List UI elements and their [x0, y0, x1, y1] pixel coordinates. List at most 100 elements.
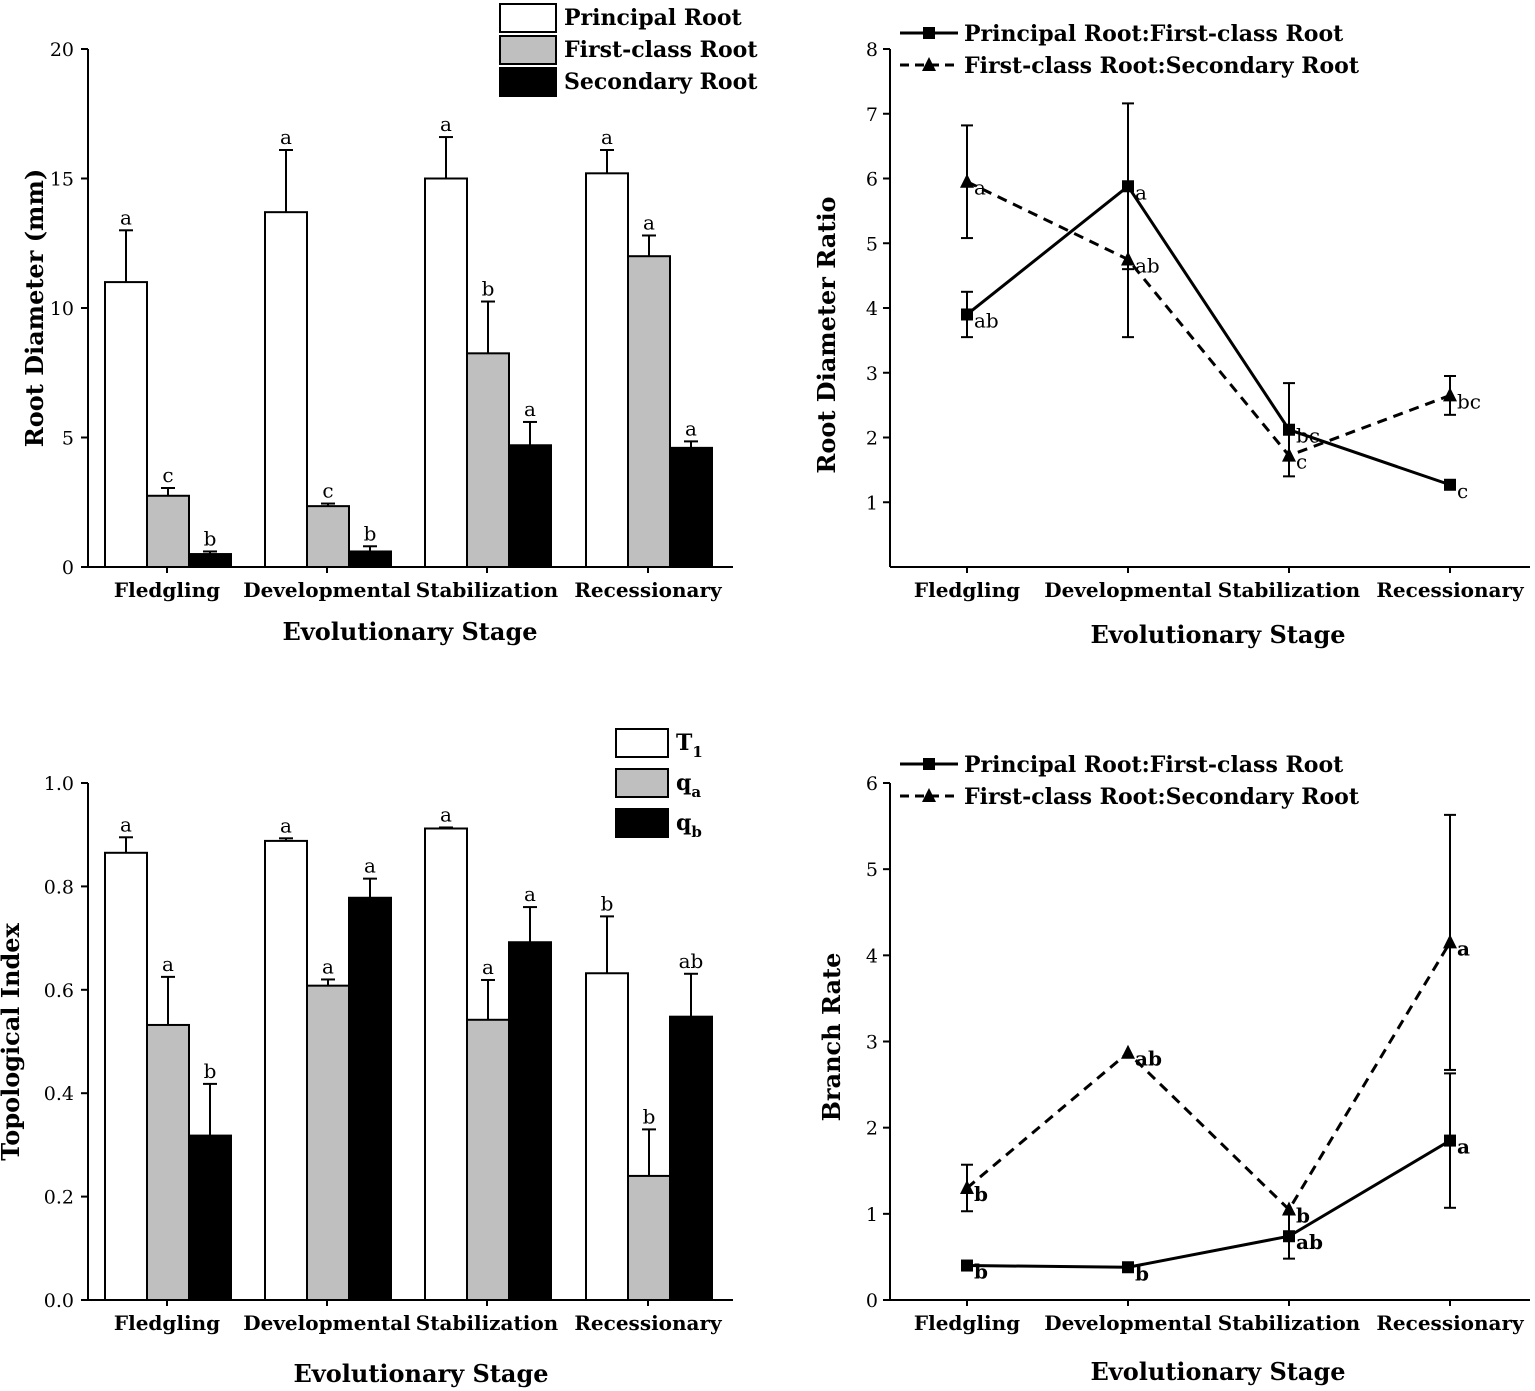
x-tick-label: Fledgling [914, 578, 1020, 602]
y-tick-label: 10 [50, 298, 74, 320]
bars: a a a a c c b a b b a a [104, 112, 713, 569]
bar [585, 172, 629, 568]
square-marker [923, 758, 935, 770]
series-line [966, 941, 1452, 1212]
legend-label: qb [676, 810, 702, 841]
bar [104, 281, 148, 568]
chart-panel-bottom-left: 0.0 0.2 0.4 0.6 0.8 1.0 Fledgling Developmental… [0, 728, 733, 1388]
legend-label-subscript: a [691, 783, 701, 801]
significance-label: a [482, 955, 494, 979]
bar [264, 211, 308, 568]
legend-label: First-class Root [564, 37, 758, 63]
x-category-labels: Fledgling Developmental Stabilization Reces… [114, 1300, 723, 1335]
bar [627, 255, 671, 568]
triangle-marker [1443, 934, 1457, 949]
x-tick-label: Developmental [243, 1311, 411, 1335]
significance-label: ab [1135, 1047, 1162, 1071]
y-tick-label: 3 [866, 363, 878, 385]
legend-label: First-class Root:Secondary Root [964, 53, 1360, 79]
significance-label: a [120, 205, 132, 229]
x-tick-label: Stabilization [1218, 578, 1361, 602]
significance-label: ab [679, 949, 704, 973]
x-tick-label: Fledgling [114, 1311, 220, 1335]
significance-label: b [1296, 1204, 1310, 1228]
y-tick-label: 5 [866, 859, 878, 881]
bar [188, 553, 232, 568]
x-axis-title: Evolutionary Stage [294, 1359, 549, 1388]
significance-label: c [322, 479, 333, 503]
bar [424, 827, 468, 1301]
significance-label: a [643, 210, 655, 234]
square-marker [961, 308, 973, 321]
significance-label: b [974, 1260, 988, 1284]
y-tick-label: 1 [866, 1204, 878, 1226]
y-ticks: 1 2 3 4 5 6 7 8 [866, 39, 890, 514]
legend-label-main: Principal Root [564, 5, 743, 31]
square-marker [1444, 478, 1456, 491]
bar [188, 1134, 232, 1301]
legend-swatch [499, 3, 557, 33]
bar [146, 1023, 190, 1302]
x-category-labels: Fledgling Developmental Stabilization Reces… [914, 567, 1525, 602]
legend: Principal Root:First-class Root First-cla… [900, 21, 1360, 79]
bar [627, 1174, 671, 1302]
legend-label: First-class Root:Secondary Root [964, 784, 1360, 810]
triangle-marker [1282, 1201, 1296, 1216]
x-tick-label: Developmental [1044, 1311, 1212, 1335]
legend-label-subscript: 1 [692, 743, 702, 761]
square-marker [1283, 1230, 1295, 1243]
significance-label: a [322, 954, 334, 978]
y-tick-label: 4 [866, 945, 878, 967]
y-tick-label: 0 [62, 557, 74, 579]
significance-label: a [440, 802, 452, 826]
significance-label: b [643, 1104, 656, 1128]
legend-label: Secondary Root [564, 69, 758, 95]
bar [348, 550, 392, 569]
x-category-labels: Fledgling Developmental Stabilization Reces… [114, 567, 723, 602]
triangle-marker [1282, 447, 1296, 462]
legend-label-main: First-class Root [564, 37, 758, 63]
triangle-marker [1121, 251, 1135, 266]
y-ticks: 0 5 10 15 20 [50, 39, 88, 579]
significance-label: b [204, 1059, 217, 1083]
significance-label: a [1457, 1135, 1470, 1159]
significance-label: a [280, 125, 292, 149]
y-tick-label: 2 [866, 428, 878, 450]
chart-panel-top-right: 1 2 3 4 5 6 7 8 Fledgling Developmental Stabilizat… [812, 21, 1530, 649]
bar [104, 851, 148, 1301]
significance-label: b [482, 277, 495, 301]
y-tick-label: 8 [866, 39, 878, 61]
chart-panel-top-left: 0 5 10 15 20 Fledgling Developmental Stabilizat… [20, 3, 758, 646]
square-marker [923, 27, 935, 39]
x-tick-label: Recessionary [574, 578, 723, 602]
square-marker [961, 1259, 973, 1272]
bar [669, 446, 713, 568]
series-line [966, 184, 1451, 487]
y-tick-label: 0.8 [44, 876, 74, 898]
x-axis-title: Evolutionary Stage [283, 617, 538, 646]
legend-label: Principal Root:First-class Root [964, 21, 1344, 47]
bar [424, 177, 468, 568]
legend-label: qa [676, 770, 701, 801]
y-axis-title: Root Diameter Ratio [812, 196, 841, 473]
legend-swatch [499, 67, 557, 97]
x-axis-title: Evolutionary Stage [1091, 1357, 1346, 1386]
y-axis-title: Branch Rate [817, 953, 846, 1122]
y-tick-label: 5 [62, 428, 74, 450]
x-tick-label: Fledgling [114, 578, 220, 602]
triangle-marker [922, 788, 936, 802]
x-tick-label: Developmental [243, 578, 411, 602]
y-tick-label: 0.6 [44, 980, 74, 1002]
x-tick-label: Stabilization [416, 1311, 559, 1335]
legend-swatch [499, 35, 557, 65]
significance-label: a [364, 854, 376, 878]
bar [508, 444, 552, 568]
bar [508, 941, 552, 1302]
significance-label: a [1457, 936, 1470, 960]
significance-label: a [524, 397, 536, 421]
y-tick-label: 1.0 [44, 773, 74, 795]
legend-swatch [615, 768, 669, 798]
